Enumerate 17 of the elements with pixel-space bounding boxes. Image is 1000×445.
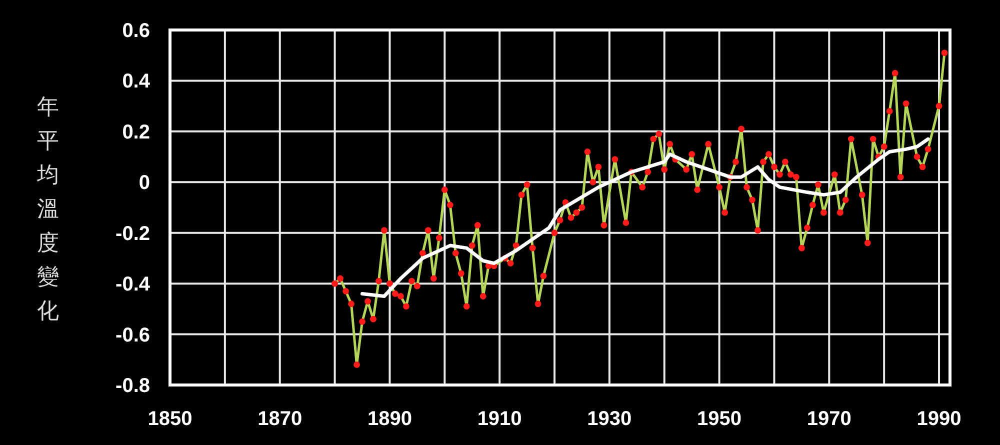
y-tick-label: -0.4: [116, 274, 151, 296]
x-tick-label: 1850: [148, 408, 192, 430]
y-tick-label: 0.2: [122, 121, 150, 144]
x-tick-label: 1970: [806, 408, 852, 430]
y-tick-label: 0.4: [122, 70, 151, 93]
x-tick-label: 1950: [697, 408, 742, 430]
y-tick-label: -0.2: [116, 222, 150, 245]
x-tick-label: 1910: [477, 408, 522, 430]
y-tick-label: -0.6: [116, 324, 150, 346]
y-axis-title: 年平均溫度變化: [36, 94, 59, 323]
y-tick-label: -0.8: [116, 375, 150, 397]
x-tick-label: 1890: [367, 408, 412, 430]
x-tick-label: 1870: [258, 408, 302, 430]
y-tick-label: 0: [138, 172, 150, 194]
x-tick-label: 1930: [587, 408, 632, 430]
y-tick-label: 0.6: [122, 20, 150, 42]
x-tick-label: 1990: [916, 408, 962, 430]
